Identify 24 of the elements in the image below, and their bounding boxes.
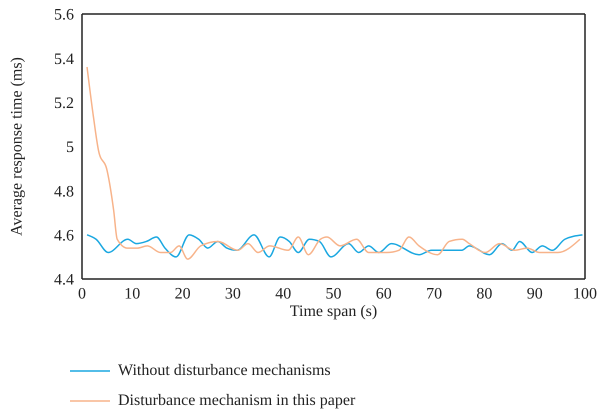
y-tick-label: 4.8 bbox=[54, 183, 74, 200]
y-axis-title: Average response time (ms) bbox=[8, 57, 26, 236]
legend-label: Without disturbance mechanisms bbox=[118, 362, 331, 380]
x-tick-label: 20 bbox=[174, 285, 191, 302]
x-tick-label: 60 bbox=[376, 285, 392, 302]
legend-label: Disturbance mechanism in this paper bbox=[118, 392, 356, 410]
x-axis-title: Time span (s) bbox=[290, 303, 378, 320]
line-series bbox=[86, 66, 581, 260]
y-tick-label: 5.6 bbox=[54, 6, 74, 24]
line-series bbox=[86, 234, 584, 258]
x-tick-label: 50 bbox=[326, 285, 342, 302]
x-tick-label: 30 bbox=[224, 285, 241, 302]
y-tick-label: 5.4 bbox=[54, 50, 74, 68]
x-tick-label: 100 bbox=[573, 285, 597, 302]
x-tick-label: 80 bbox=[476, 285, 492, 302]
y-tick-label: 4.6 bbox=[54, 228, 74, 245]
x-tick-label: 10 bbox=[124, 285, 140, 302]
y-tick-label: 4.4 bbox=[54, 272, 74, 289]
y-tick-label: 5 bbox=[66, 139, 74, 156]
x-tick-label: 90 bbox=[526, 285, 543, 302]
y-tick-label: 5.2 bbox=[54, 95, 74, 112]
x-tick-label: 40 bbox=[275, 285, 292, 302]
x-tick-label: 70 bbox=[426, 285, 442, 302]
x-tick-label: 0 bbox=[78, 285, 86, 302]
